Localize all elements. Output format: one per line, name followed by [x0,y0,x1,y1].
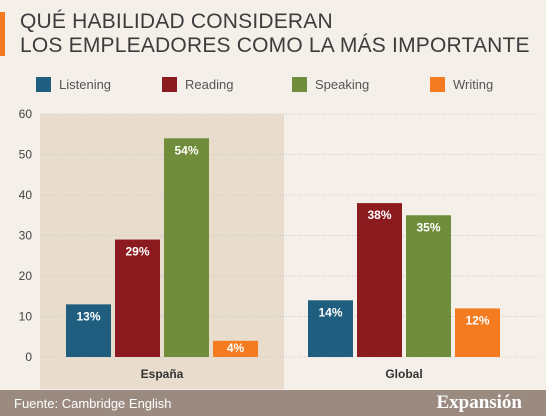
y-tick-label: 10 [19,310,33,324]
data-label: 35% [416,220,440,234]
bar-chart: 0 10 20 30 40 50 60 13% 29% 54% 4% España 14% 38% 35% 1… [19,107,540,389]
legend-label-listening: Listening [59,76,112,92]
chart-title: QUÉ HABILIDAD CONSIDERAN LOS EMPLEADORES… [20,10,530,58]
publisher-logo: Expansión [436,392,522,413]
bar [308,300,353,357]
bar [455,308,500,357]
bar [164,138,209,357]
legend-label-speaking: Speaking [315,76,370,92]
data-label: 12% [465,313,489,327]
source-note: Fuente: Cambridge English [14,396,172,411]
chart-title-line-1: QUÉ HABILIDAD CONSIDERAN [20,10,333,33]
legend-item-speaking: Speaking [292,75,369,93]
legend-label-reading: Reading [185,76,234,92]
y-tick-label: 50 [19,148,33,162]
legend-swatch-reading [162,76,177,92]
bar [357,203,402,357]
bar [66,304,111,357]
y-tick-label: 20 [19,269,33,283]
chart-legend: Listening Reading Speaking Writing [36,75,536,93]
legend-swatch-writing [430,76,445,92]
y-tick-label: 0 [25,350,32,364]
chart-title-line-2: LOS EMPLEADORES COMO LA MÁS IMPORTANTE [20,34,530,57]
data-label: 54% [174,143,198,157]
bar [213,340,258,357]
data-label: 13% [76,309,100,323]
y-tick-label: 30 [19,229,33,243]
bar [406,215,451,357]
data-label: 29% [125,245,149,259]
legend-swatch-speaking [292,76,307,92]
legend-item-listening: Listening [36,75,111,93]
title-accent-bar [0,12,5,56]
bar [115,239,160,357]
y-tick-label: 60 [19,107,33,121]
legend-swatch-listening [36,76,51,92]
footer-bar: Fuente: Cambridge English Expansión [0,390,546,416]
legend-label-writing: Writing [453,76,494,92]
data-label: 14% [318,305,342,319]
x-category-label: España [141,367,184,381]
y-tick-label: 40 [19,188,33,202]
data-label: 38% [367,208,391,222]
data-label: 4% [227,341,245,355]
x-category-label: Global [385,367,422,381]
legend-item-reading: Reading [162,75,233,93]
legend-item-writing: Writing [430,75,493,93]
